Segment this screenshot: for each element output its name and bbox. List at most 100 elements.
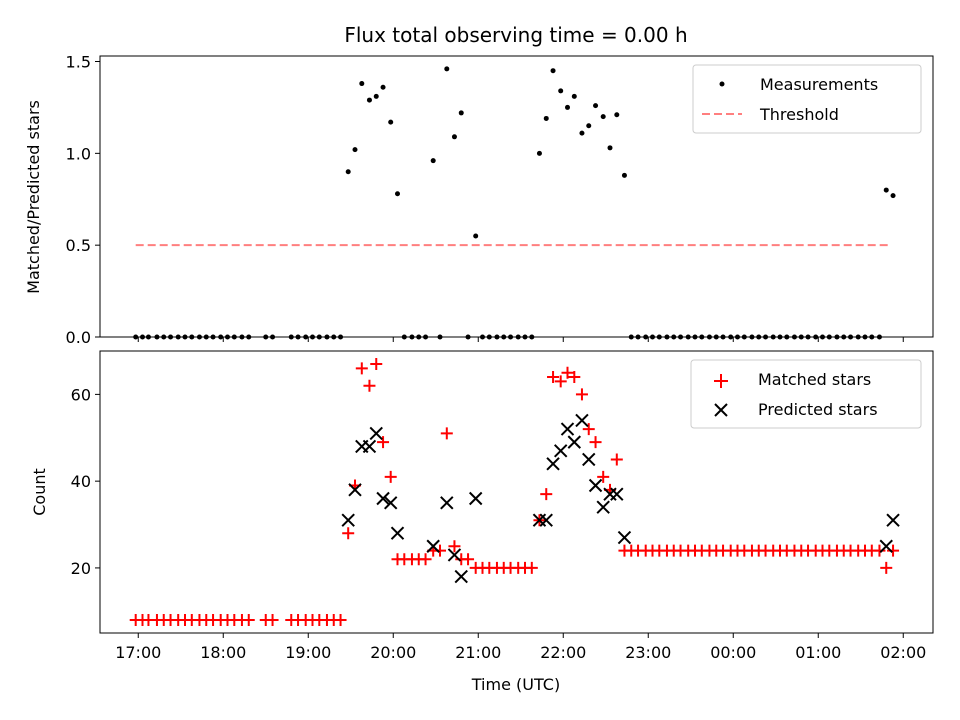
predicted-star-point [539, 513, 553, 527]
predicted-star-point [390, 526, 405, 540]
predicted-star-point [546, 457, 560, 471]
predicted-star-point [369, 426, 383, 441]
bottom-y-axis-label: Count [30, 468, 49, 516]
matched-star-point [342, 527, 355, 540]
predicted-star-point [582, 452, 596, 467]
predicted-star-point [454, 569, 468, 584]
legend-predicted-label: Predicted stars [758, 400, 878, 419]
top-y-tick-label: 0.5 [66, 236, 91, 255]
measurement-point [621, 172, 627, 178]
measurement-point [883, 187, 889, 193]
predicted-star-point [362, 439, 377, 454]
legend-matched-marker [714, 374, 728, 388]
top-y-tick-label: 1.0 [66, 144, 91, 163]
measurement-point [550, 68, 556, 74]
bottom-legend: Matched stars Predicted stars [690, 359, 922, 429]
matched-star-point [434, 544, 446, 557]
measurement-point [536, 150, 542, 156]
bottom-x-ticks: 17:00 18:00 19:00 20:00 21:00 22:00 23:00 00:00… [115, 633, 926, 662]
matched-star-point [610, 453, 623, 466]
x-axis-label: Time (UTC) [471, 675, 560, 694]
predicted-star-point [617, 530, 632, 545]
legend-matched-label: Matched stars [758, 370, 871, 389]
chart-title: Flux total observing time = 0.00 h [344, 23, 687, 47]
measurement-point [543, 115, 549, 121]
x-tick-label: 23:00 [625, 643, 671, 662]
predicted-star-point [610, 487, 624, 501]
matched-star-point [568, 371, 581, 384]
matched-star-point [887, 544, 900, 557]
matched-star-point [266, 613, 279, 626]
top-axes-frame [99, 55, 934, 338]
matched-star-point [575, 388, 588, 401]
measurement-point [614, 112, 620, 118]
x-tick-label: 22:00 [540, 643, 586, 662]
matched-star-point [448, 540, 461, 553]
measurement-point [473, 233, 479, 239]
matched-star-point [419, 553, 432, 566]
top-legend-box [692, 64, 922, 134]
measurement-point [352, 147, 358, 153]
measurement-point [558, 88, 564, 94]
x-tick-label: 17:00 [115, 643, 161, 662]
measurement-point [458, 110, 464, 116]
legend-measurements-label: Measurements [760, 75, 878, 94]
measurement-point [430, 158, 436, 164]
x-tick-label: 20:00 [370, 643, 416, 662]
measurement-point [444, 66, 450, 72]
measurement-point [593, 103, 599, 109]
bottom-y-tick-label: 40 [71, 472, 91, 491]
predicted-star-point [468, 491, 483, 506]
matched-star-point [377, 436, 390, 449]
measurement-point [380, 84, 386, 90]
matched-star-point [547, 371, 560, 384]
bottom-y-ticks: 20 40 60 [71, 385, 100, 578]
top-y-ticks: 0.0 0.5 1.0 1.5 [66, 53, 100, 347]
predicted-star-point [426, 539, 440, 553]
top-y-axis-label: Matched/Predicted stars [24, 100, 43, 294]
measurement-point [586, 123, 592, 129]
measurement-point [451, 134, 457, 140]
x-tick-label: 19:00 [285, 643, 331, 662]
matched-star-point [589, 436, 602, 449]
matched-star-point [242, 613, 255, 626]
bottom-legend-box [690, 359, 922, 429]
predicted-star-point [560, 422, 575, 436]
predicted-star-point [575, 413, 589, 428]
legend-threshold-label: Threshold [759, 105, 839, 124]
bottom-axes-frame [99, 350, 934, 634]
x-tick-label: 21:00 [455, 643, 501, 662]
matched-star-point [370, 358, 383, 371]
predicted-star-point [879, 539, 893, 553]
x-tick-label: 01:00 [795, 643, 841, 662]
measurement-point [345, 169, 351, 175]
measurement-point [565, 104, 570, 110]
predicted-star-point [440, 496, 454, 510]
x-tick-label: 02:00 [880, 643, 926, 662]
measurement-point [571, 93, 577, 99]
top-y-tick-label: 0.0 [66, 328, 91, 347]
bottom-marks [129, 358, 900, 626]
measurement-point [373, 93, 379, 99]
matched-star-point [525, 561, 538, 574]
matched-star-point [554, 375, 567, 388]
matched-star-point [462, 553, 475, 566]
measurement-point [579, 130, 585, 136]
top-x-ticks [137, 337, 904, 342]
legend-measurements-marker [719, 81, 725, 87]
measurement-point [366, 97, 372, 103]
matched-star-point [582, 423, 595, 436]
matched-star-point [561, 366, 574, 379]
bottom-y-tick-label: 20 [71, 559, 91, 578]
predicted-star-point [886, 513, 900, 527]
matched-star-point [334, 613, 347, 626]
matched-star-point [540, 488, 553, 501]
predicted-star-point [588, 478, 603, 493]
measurement-point [600, 114, 606, 120]
predicted-star-point [553, 444, 568, 458]
predicted-star-point [567, 435, 582, 449]
top-legend: Measurements Threshold [692, 64, 922, 134]
predicted-star-point [383, 496, 398, 510]
measurement-point [607, 145, 613, 151]
